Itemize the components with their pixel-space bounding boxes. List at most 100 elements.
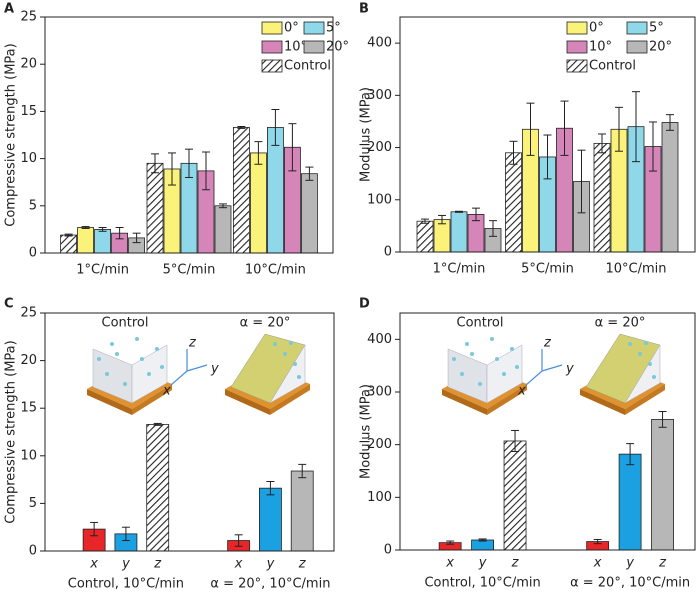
legend-label: 5° bbox=[649, 21, 664, 36]
x-tick-label: x bbox=[593, 556, 602, 571]
y-tick-label: 200 bbox=[367, 140, 392, 155]
panel-label: C bbox=[4, 297, 14, 312]
legend-label: 10° bbox=[284, 40, 307, 55]
x-tick-label: x bbox=[89, 557, 98, 572]
bar bbox=[232, 127, 250, 254]
plot-frame bbox=[44, 16, 334, 254]
group-label: Control, 10°C/min bbox=[68, 577, 184, 592]
x-tick-label: z bbox=[511, 556, 520, 571]
inset-title: α = 20° bbox=[595, 316, 646, 331]
bar bbox=[290, 470, 314, 552]
bar bbox=[618, 453, 642, 551]
inset-alpha bbox=[224, 333, 311, 416]
x-tick-label: x bbox=[234, 557, 243, 572]
legend-swatch bbox=[261, 40, 283, 54]
bar bbox=[433, 219, 451, 253]
x-tick-label: y bbox=[266, 557, 275, 572]
bar bbox=[146, 162, 164, 254]
bar bbox=[661, 122, 679, 253]
y-tick-label: 400 bbox=[367, 332, 392, 347]
x-tick-label: 1°C/min bbox=[433, 262, 486, 277]
y-tick-label: 5 bbox=[29, 496, 37, 511]
x-tick-label: z bbox=[658, 556, 667, 571]
bar bbox=[416, 220, 434, 253]
legend-swatch bbox=[626, 40, 648, 54]
y-tick-label: 100 bbox=[367, 192, 392, 207]
y-tick-label: 15 bbox=[20, 401, 37, 416]
legend-label: 10° bbox=[589, 40, 612, 55]
legend-label: 0° bbox=[284, 21, 299, 36]
inset-axis bbox=[525, 370, 543, 386]
legend-swatch bbox=[566, 21, 588, 35]
legend-swatch bbox=[566, 40, 588, 54]
inset-axis-label: z bbox=[188, 336, 197, 351]
plot-frame bbox=[44, 312, 335, 552]
y-axis-label: Modulus (MPa) bbox=[359, 384, 374, 479]
legend-label: 0° bbox=[589, 21, 604, 36]
inset-axis-label: x bbox=[162, 384, 171, 399]
bar bbox=[94, 228, 111, 254]
inset-control bbox=[86, 336, 173, 416]
legend-label: 20° bbox=[326, 40, 349, 55]
bar bbox=[77, 227, 94, 254]
inset-title: α = 20° bbox=[240, 316, 291, 331]
legend-label: Control bbox=[284, 59, 331, 74]
y-axis-label: Modulus (MPa) bbox=[359, 87, 374, 182]
bar bbox=[503, 440, 527, 551]
panel-label: D bbox=[359, 297, 370, 312]
bar bbox=[214, 205, 232, 254]
x-tick-label: y bbox=[121, 557, 130, 572]
y-tick-label: 10 bbox=[20, 151, 37, 166]
bar bbox=[249, 152, 267, 254]
bar bbox=[593, 142, 611, 253]
inset-axis-label: x bbox=[517, 384, 526, 399]
x-tick-label: 10°C/min bbox=[245, 263, 306, 278]
panel-label: A bbox=[4, 2, 14, 17]
inset-axis-label: y bbox=[565, 362, 574, 377]
panel-label: B bbox=[359, 2, 369, 17]
bar bbox=[300, 173, 318, 254]
y-tick-label: 0 bbox=[384, 245, 392, 260]
group-label: α = 20°, 10°C/min bbox=[210, 577, 330, 592]
plot-frame bbox=[399, 16, 696, 253]
y-tick-label: 5 bbox=[29, 198, 37, 213]
inset-axis bbox=[186, 364, 208, 372]
x-tick-label: 5°C/min bbox=[163, 263, 216, 278]
x-tick-label: y bbox=[478, 556, 487, 571]
y-tick-label: 300 bbox=[367, 385, 392, 400]
x-tick-label: 10°C/min bbox=[605, 262, 666, 277]
bar bbox=[505, 152, 522, 253]
legend-swatch bbox=[261, 59, 283, 73]
inset-title: Control bbox=[457, 316, 504, 331]
inset-control bbox=[441, 336, 528, 416]
y-axis-label: Compressive strength (MPa) bbox=[4, 340, 19, 523]
group-label: Control, 10°C/min bbox=[424, 576, 540, 591]
legend-swatch bbox=[261, 21, 283, 35]
y-tick-label: 200 bbox=[367, 437, 392, 452]
y-tick-label: 20 bbox=[20, 353, 37, 368]
y-tick-label: 400 bbox=[367, 36, 392, 51]
x-tick-label: y bbox=[625, 556, 634, 571]
inset-axis-label: z bbox=[543, 336, 552, 351]
y-tick-label: 20 bbox=[20, 57, 37, 72]
y-axis-label: Compressive strength (MPa) bbox=[4, 43, 19, 226]
inset-axis bbox=[541, 364, 563, 372]
x-tick-label: z bbox=[298, 557, 307, 572]
y-tick-label: 0 bbox=[29, 544, 37, 559]
x-tick-label: 1°C/min bbox=[76, 263, 129, 278]
bar bbox=[60, 234, 77, 254]
legend-swatch bbox=[303, 40, 325, 54]
y-tick-label: 300 bbox=[367, 88, 392, 103]
legend-label: Control bbox=[589, 59, 636, 74]
x-tick-label: 5°C/min bbox=[521, 262, 574, 277]
bar bbox=[266, 127, 284, 254]
y-tick-label: 25 bbox=[20, 306, 37, 321]
bar bbox=[259, 487, 282, 552]
legend-label: 20° bbox=[649, 40, 672, 55]
legend-swatch bbox=[626, 21, 648, 35]
inset-axis bbox=[170, 370, 188, 386]
bar bbox=[651, 418, 674, 551]
y-tick-label: 100 bbox=[367, 490, 392, 505]
